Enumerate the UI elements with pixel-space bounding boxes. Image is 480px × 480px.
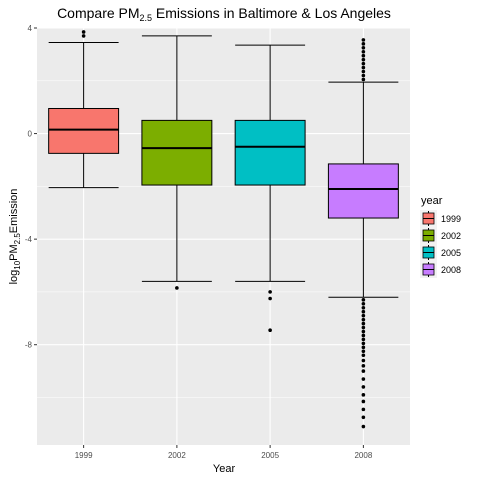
outlier-point (361, 317, 366, 322)
box-body (48, 107, 120, 154)
outlier-point (361, 42, 366, 46)
outlier-point (361, 73, 366, 78)
outlier-point (361, 349, 366, 354)
x-tick-label: 2005 (261, 451, 279, 460)
box-1999 (48, 30, 120, 189)
x-axis-title: Year (213, 463, 236, 475)
legend-label: 1999 (441, 214, 461, 224)
x-tick-label: 2002 (168, 451, 186, 460)
x-axis: 1999 2002 2005 2008 (75, 445, 373, 460)
outlier-point (361, 424, 366, 429)
legend-label: 2005 (441, 248, 461, 258)
outlier-point (361, 321, 366, 326)
outlier-point (361, 325, 366, 330)
outlier-point (81, 30, 86, 34)
box-body (234, 119, 306, 186)
plot-panel (37, 28, 410, 445)
legend: year 1999 2002 2005 2008 (420, 195, 461, 278)
boxes (48, 30, 399, 429)
box-2005 (234, 44, 306, 332)
legend-title: year (421, 195, 443, 207)
outlier-point (361, 341, 366, 346)
outlier-point (361, 329, 366, 334)
outlier-point (81, 34, 86, 38)
outlier-point (361, 65, 366, 70)
y-axis-title: log10PM2.5Emission (8, 189, 22, 285)
outlier-point (361, 298, 366, 302)
x-tick-label: 1999 (75, 451, 93, 460)
outlier-point (361, 333, 366, 338)
outlier-point (361, 305, 366, 310)
outlier-point (268, 328, 272, 332)
y-tick-label: -8 (25, 341, 33, 350)
outlier-point (361, 415, 366, 420)
outlier-point (361, 77, 366, 82)
outlier-point (361, 407, 366, 412)
box-2002 (141, 35, 213, 290)
legend-label: 2002 (441, 231, 461, 241)
outlier-point (361, 358, 366, 363)
outlier-point (361, 385, 366, 389)
outlier-point (361, 69, 366, 74)
outlier-point (361, 302, 366, 306)
outlier-point (361, 313, 366, 318)
outlier-point (268, 290, 272, 294)
y-tick-label: 4 (28, 24, 33, 33)
outlier-point (361, 393, 366, 397)
box-body (327, 163, 399, 219)
outlier-point (361, 369, 366, 373)
outlier-point (361, 364, 366, 368)
box-2008 (327, 38, 399, 429)
outlier-point (175, 286, 179, 290)
outlier-point (361, 38, 366, 42)
outlier-point (361, 57, 366, 62)
y-tick-label: 0 (28, 130, 33, 139)
outlier-point (361, 61, 366, 66)
outlier-point (361, 399, 366, 404)
outlier-point (361, 49, 366, 54)
box-body (141, 119, 213, 186)
outlier-point (361, 377, 366, 381)
outlier-point (361, 309, 366, 314)
outlier-point (361, 345, 366, 350)
y-axis: 4 0 -4 -8 (25, 24, 37, 350)
outlier-point (361, 353, 366, 358)
chart-title: Compare PM2.5 Emissions in Baltimore & L… (57, 5, 391, 23)
legend-label: 2008 (441, 265, 461, 275)
outlier-point (361, 53, 366, 58)
outlier-point (361, 337, 366, 342)
y-tick-label: -4 (25, 235, 33, 244)
outlier-point (268, 296, 272, 301)
x-tick-label: 2008 (354, 451, 372, 460)
outlier-point (361, 45, 366, 50)
